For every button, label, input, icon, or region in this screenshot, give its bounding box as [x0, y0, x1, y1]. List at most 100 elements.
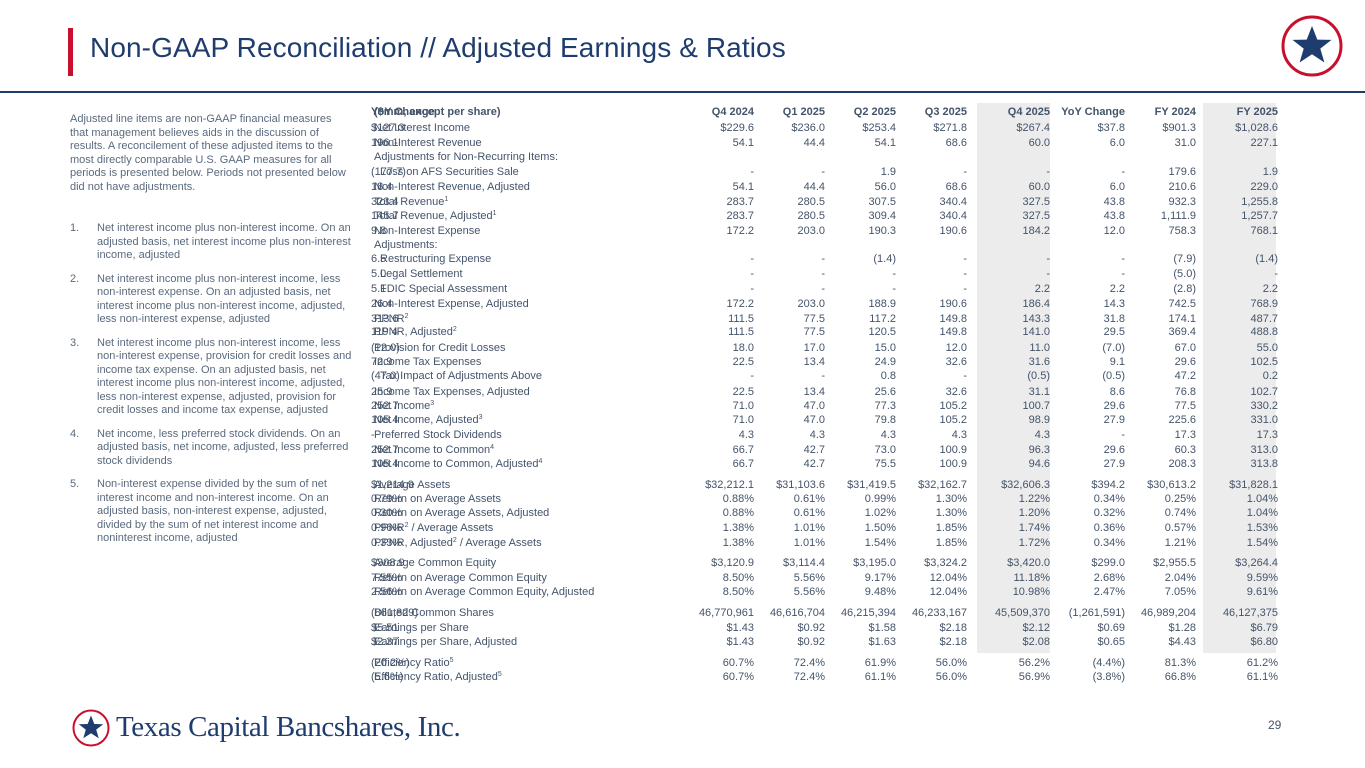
- table-cell: 102.5: [1250, 355, 1278, 368]
- table-cell: 61.1%: [1246, 671, 1278, 684]
- table-cell: 10.98%: [1012, 586, 1050, 599]
- table-cell: (2.8): [1173, 282, 1196, 295]
- table-cell: -: [1121, 267, 1125, 280]
- table-cell: 227.1: [1250, 136, 1278, 149]
- table-cell: 179.6: [1168, 165, 1196, 178]
- table-cell: 0.36%: [1093, 522, 1125, 535]
- row-label: Non-Interest Expense, Adjusted: [374, 298, 529, 311]
- footnote-number: 5.: [70, 478, 80, 490]
- table-cell: 1,257.7: [1241, 209, 1278, 222]
- intro-text: Adjusted line items are non-GAAP financi…: [70, 113, 346, 193]
- table-cell: $3,324.2: [924, 557, 967, 570]
- table-cell: 17.3: [1174, 429, 1196, 442]
- table-cell: 327.5: [1022, 209, 1050, 222]
- table-cell: 0.88%: [722, 492, 754, 505]
- table-cell: $31,828.1: [1229, 479, 1278, 492]
- table-cell: 1.54%: [864, 536, 896, 549]
- table-cell: 307.5: [868, 195, 896, 208]
- footnote-list: 1. Net interest income plus non-interest …: [70, 222, 352, 546]
- table-cell: $3,120.9: [711, 557, 754, 570]
- table-cell: $32,212.1: [705, 479, 754, 492]
- table-cell: 120.5: [868, 326, 896, 339]
- table-cell: 1.74%: [1018, 522, 1050, 535]
- table-cell: 7.55%: [371, 571, 403, 584]
- table-cell: 1.04%: [1246, 507, 1278, 520]
- table-cell: 1.01%: [793, 536, 825, 549]
- table-cell: 77.5: [803, 326, 825, 339]
- table-cell: 143.3: [1022, 312, 1050, 325]
- table-cell: $3,264.4: [1235, 557, 1278, 570]
- table-cell: 46,989,204: [1140, 607, 1196, 619]
- table-cell: 4.3: [1034, 429, 1050, 442]
- table-cell: 5.56%: [793, 571, 825, 584]
- table-cell: 15.0: [874, 341, 896, 354]
- table-cell: 1.22%: [1018, 492, 1050, 505]
- table-cell: 12.0: [945, 341, 967, 354]
- table-cell: 105.2: [939, 413, 967, 426]
- table-cell: 100.9: [939, 444, 967, 457]
- table-cell: 13.4: [803, 355, 825, 368]
- row-label: Tax Impact of Adjustments Above: [380, 370, 543, 383]
- table-cell: $1.63: [868, 636, 896, 649]
- table-cell: $0.92: [797, 636, 825, 649]
- table-cell: 768.1: [1250, 225, 1278, 238]
- row-label: Income Tax Expenses: [374, 355, 482, 368]
- table-cell: 0.99%: [864, 492, 896, 505]
- table-cell: -: [1046, 165, 1050, 178]
- table-cell: -: [963, 267, 967, 280]
- table-cell: 742.5: [1168, 298, 1196, 311]
- row-label: PPNR, Adjusted2: [374, 326, 457, 339]
- table-cell: 73.0: [874, 444, 896, 457]
- table-cell: 54.1: [732, 181, 754, 194]
- table-cell: -: [963, 370, 967, 383]
- table-cell: $32,162.7: [918, 479, 967, 492]
- table-cell: 149.8: [939, 326, 967, 339]
- column-header: YoY Change: [1061, 106, 1125, 118]
- table-cell: 196.1: [371, 136, 399, 149]
- page-title: Non-GAAP Reconciliation // Adjusted Earn…: [90, 32, 786, 63]
- table-cell: -: [750, 370, 754, 383]
- row-label: Adjustments:: [374, 238, 438, 251]
- row-label: PPNR2 / Average Assets: [374, 522, 494, 535]
- table-cell: 5.0: [371, 267, 387, 280]
- table-cell: 100.7: [1022, 400, 1050, 413]
- table-cell: $3,114.4: [782, 557, 825, 570]
- table-cell: 12.04%: [929, 571, 967, 584]
- table-cell: (5.6%): [371, 671, 404, 684]
- table-cell: 46,215,394: [840, 607, 896, 619]
- footnote-text: Net interest income plus non-interest in…: [97, 336, 352, 417]
- table-cell: 96.3: [1028, 444, 1050, 457]
- table-cell: 0.74%: [1164, 507, 1196, 520]
- column-header: YoY Change: [371, 106, 435, 118]
- table-cell: 190.6: [939, 225, 967, 238]
- table-cell: -: [1121, 429, 1125, 442]
- table-cell: -: [750, 282, 754, 295]
- table-cell: 42.7: [803, 457, 825, 470]
- table-cell: 340.4: [939, 195, 967, 208]
- table-cell: 0.2: [1262, 370, 1278, 383]
- table-cell: 1,111.9: [1160, 209, 1196, 222]
- table-cell: $267.4: [1016, 122, 1050, 134]
- table-cell: $308.9: [371, 557, 405, 570]
- table-cell: 0.33%: [371, 536, 403, 549]
- table-cell: 2.2: [1109, 282, 1125, 295]
- table-cell: $37.8: [1097, 122, 1125, 134]
- table-cell: 60.7%: [722, 656, 754, 669]
- row-label: Return on Average Common Equity, Adjuste…: [374, 586, 595, 599]
- row-label: Adjustments for Non-Recurring Items:: [374, 151, 559, 164]
- table-cell: 9.8: [371, 225, 387, 238]
- table-cell: 1.38%: [722, 522, 754, 535]
- table-cell: $2.18: [939, 621, 967, 634]
- table-cell: $2.37: [371, 636, 399, 649]
- table-cell: 369.4: [1168, 326, 1196, 339]
- table-cell: 225.6: [1168, 413, 1196, 426]
- footnote-item: 1. Net interest income plus non-interest …: [70, 222, 352, 263]
- row-label: Net Income to Common4: [374, 444, 495, 457]
- row-label: Preferred Stock Dividends: [374, 429, 502, 442]
- table-cell: $1.43: [726, 636, 754, 649]
- table-cell: 9.17%: [864, 571, 896, 584]
- table-cell: 27.9: [1103, 457, 1125, 470]
- table-cell: (177.7): [371, 165, 406, 178]
- row-label: Non-Interest Revenue: [374, 136, 482, 149]
- title-accent-bar: [68, 28, 73, 76]
